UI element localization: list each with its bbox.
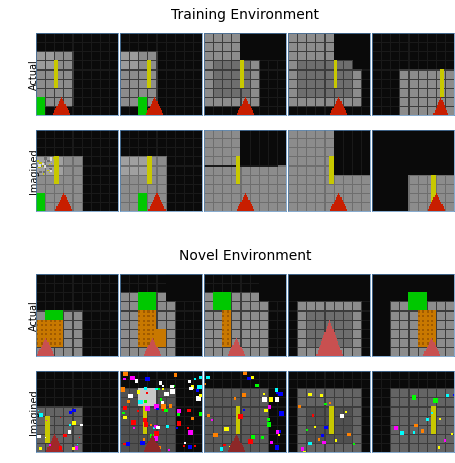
- Y-axis label: Imagined: Imagined: [29, 389, 39, 434]
- Y-axis label: Actual: Actual: [29, 300, 39, 331]
- Text: Training Environment: Training Environment: [171, 8, 318, 22]
- Text: Novel Environment: Novel Environment: [178, 248, 311, 263]
- Y-axis label: Actual: Actual: [29, 59, 39, 90]
- Y-axis label: Imagined: Imagined: [29, 148, 39, 194]
